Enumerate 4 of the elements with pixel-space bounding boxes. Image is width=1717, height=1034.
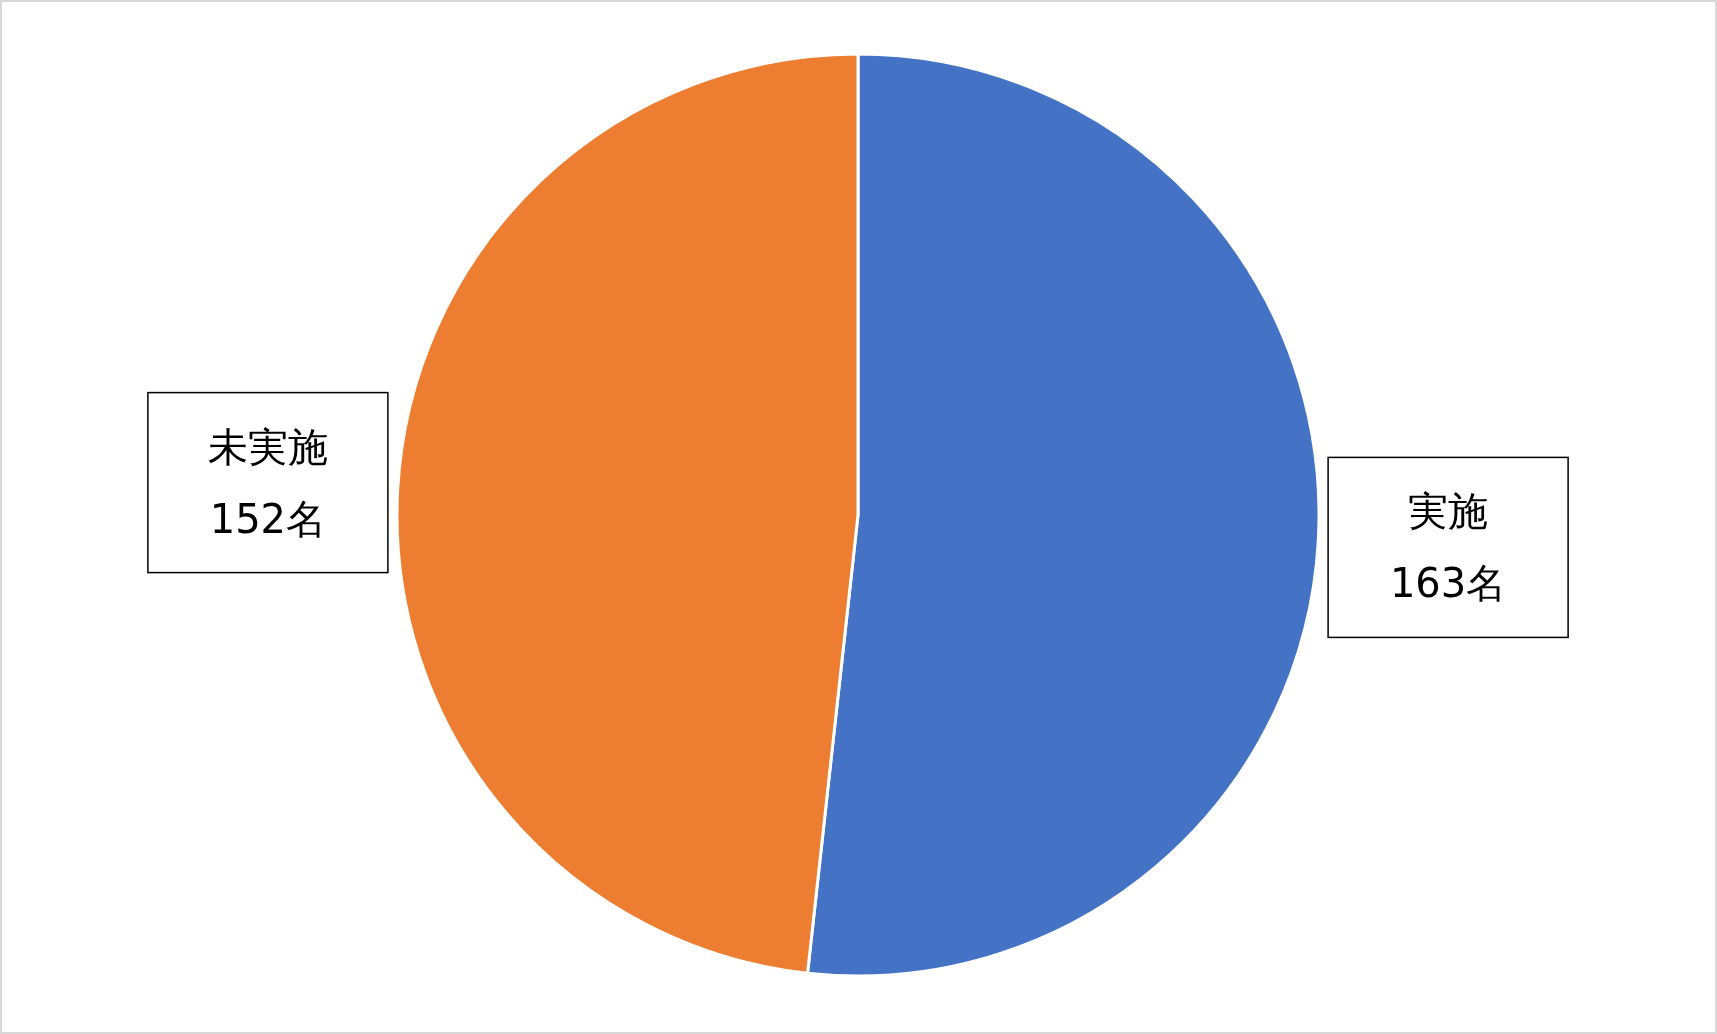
- data-label: 163名: [1389, 560, 1507, 607]
- slice-label: 未実施: [207, 423, 328, 470]
- slice-label: 実施: [1408, 488, 1489, 535]
- data-label: 152名: [209, 495, 327, 542]
